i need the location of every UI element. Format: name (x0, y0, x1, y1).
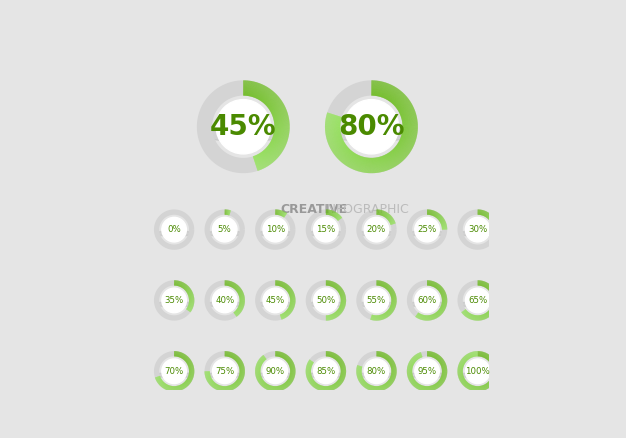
Ellipse shape (307, 372, 344, 378)
Text: 20%: 20% (367, 225, 386, 234)
Text: 80%: 80% (367, 367, 386, 376)
Text: 50%: 50% (316, 296, 336, 305)
Ellipse shape (257, 301, 294, 307)
Ellipse shape (459, 372, 496, 378)
Circle shape (465, 217, 490, 242)
Ellipse shape (409, 372, 446, 378)
Text: 45%: 45% (210, 113, 277, 141)
Ellipse shape (307, 301, 344, 307)
Text: 40%: 40% (215, 296, 234, 305)
Circle shape (216, 99, 270, 154)
Circle shape (263, 359, 287, 384)
Ellipse shape (409, 231, 446, 236)
Circle shape (314, 288, 338, 313)
Ellipse shape (409, 301, 446, 307)
Ellipse shape (207, 301, 243, 307)
Ellipse shape (358, 301, 395, 307)
Text: 30%: 30% (468, 225, 487, 234)
Text: 80%: 80% (338, 113, 404, 141)
Ellipse shape (156, 301, 193, 307)
Circle shape (212, 288, 237, 313)
Ellipse shape (156, 372, 193, 378)
Ellipse shape (156, 231, 193, 236)
Circle shape (344, 99, 399, 154)
Circle shape (162, 217, 187, 242)
Circle shape (364, 359, 389, 384)
Ellipse shape (207, 231, 243, 236)
Text: 10%: 10% (265, 225, 285, 234)
Ellipse shape (203, 129, 284, 141)
Ellipse shape (257, 231, 294, 236)
Text: 60%: 60% (418, 296, 437, 305)
Circle shape (314, 217, 338, 242)
Circle shape (162, 359, 187, 384)
Ellipse shape (331, 129, 412, 141)
Circle shape (212, 359, 237, 384)
Text: CREATIVE: CREATIVE (280, 203, 347, 216)
Text: 35%: 35% (165, 296, 184, 305)
Circle shape (212, 217, 237, 242)
Circle shape (263, 288, 287, 313)
Text: 0%: 0% (167, 225, 181, 234)
Ellipse shape (358, 372, 395, 378)
Text: 85%: 85% (316, 367, 336, 376)
Ellipse shape (459, 231, 496, 236)
Ellipse shape (307, 231, 344, 236)
Text: 75%: 75% (215, 367, 234, 376)
Text: 70%: 70% (165, 367, 184, 376)
Text: INFOGRAPHIC: INFOGRAPHIC (324, 203, 409, 216)
Circle shape (465, 359, 490, 384)
Circle shape (263, 217, 287, 242)
Circle shape (415, 288, 439, 313)
Text: 95%: 95% (418, 367, 436, 376)
Text: 100%: 100% (465, 367, 490, 376)
Circle shape (415, 359, 439, 384)
Text: 25%: 25% (418, 225, 437, 234)
Ellipse shape (459, 301, 496, 307)
Circle shape (415, 217, 439, 242)
Circle shape (162, 288, 187, 313)
Circle shape (364, 217, 389, 242)
Text: 65%: 65% (468, 296, 487, 305)
Circle shape (465, 288, 490, 313)
Ellipse shape (257, 372, 294, 378)
Text: 45%: 45% (265, 296, 285, 305)
Ellipse shape (358, 231, 395, 236)
Text: 5%: 5% (218, 225, 232, 234)
Ellipse shape (207, 372, 243, 378)
Text: 15%: 15% (316, 225, 336, 234)
Text: 90%: 90% (265, 367, 285, 376)
Circle shape (314, 359, 338, 384)
Circle shape (364, 288, 389, 313)
Text: 55%: 55% (367, 296, 386, 305)
